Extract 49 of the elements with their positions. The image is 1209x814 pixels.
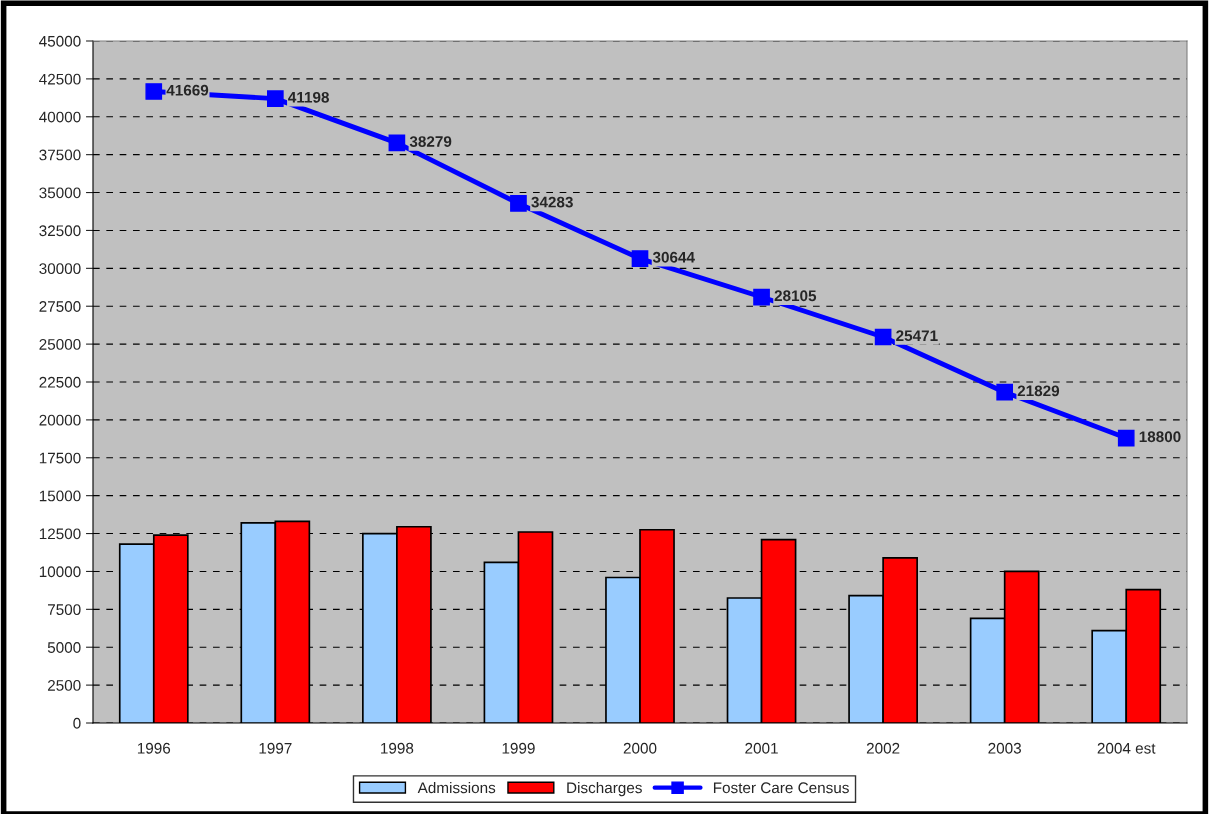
- y-tick-label: 5000: [47, 642, 81, 653]
- point: [1117, 429, 1135, 447]
- data-label: 41198: [288, 91, 330, 103]
- data-label: 25471: [896, 330, 938, 342]
- legend-label: Admissions: [417, 781, 496, 794]
- x-tick-label: 1997: [259, 742, 292, 754]
- x-tick-label: 1996: [137, 742, 171, 754]
- legend-label: Foster Care Census: [713, 782, 849, 794]
- y-tick-label: 30000: [39, 263, 81, 275]
- point: [266, 90, 284, 107]
- y-tick-label: 27500: [39, 301, 81, 312]
- y-tick-label: 20000: [39, 414, 81, 426]
- x-tick-label: 2004 est: [1097, 742, 1156, 754]
- point: [631, 250, 649, 267]
- y-tick-label: 35000: [39, 187, 81, 199]
- y-tick-label: 45000: [39, 35, 81, 47]
- y-tick-label: 22500: [39, 376, 81, 388]
- point: [753, 288, 770, 306]
- data-label: 21829: [1017, 385, 1060, 397]
- y-tick-label: 7500: [47, 604, 81, 616]
- y-tick-label: 25000: [39, 338, 81, 350]
- data-label: 38279: [409, 136, 452, 147]
- point: [510, 195, 527, 212]
- y-tick-label: 42500: [39, 73, 81, 85]
- point: [874, 328, 892, 346]
- point: [996, 383, 1014, 401]
- data-label: 30644: [652, 251, 695, 263]
- x-tick-label: 2003: [988, 742, 1021, 754]
- y-tick-label: 40000: [39, 111, 81, 123]
- x-tick-label: 1998: [381, 742, 414, 754]
- legend-label: Discharges: [567, 781, 642, 797]
- x-tick-label: 1999: [502, 742, 535, 754]
- y-tick-label: 15000: [39, 490, 81, 502]
- data-label: 34283: [531, 196, 573, 208]
- x-tick-label: 2000: [623, 742, 657, 754]
- y-tick-label: 2500: [47, 679, 81, 691]
- y-tick-label: 37500: [39, 149, 81, 161]
- x-tick-label: 2002: [866, 742, 900, 754]
- y-tick-label: 0: [73, 717, 81, 729]
- y-tick-label: 10000: [39, 566, 81, 578]
- y-tick-label: 17500: [39, 452, 81, 464]
- y-tick-label: 12500: [39, 528, 81, 540]
- point: [145, 83, 163, 100]
- data-label: 18800: [1139, 431, 1181, 443]
- x-tick-label: 2001: [745, 742, 778, 754]
- point: [388, 134, 406, 152]
- y-tick-label: 32500: [39, 225, 81, 237]
- data-label: 41669: [166, 84, 209, 96]
- data-label: 28105: [774, 290, 817, 302]
